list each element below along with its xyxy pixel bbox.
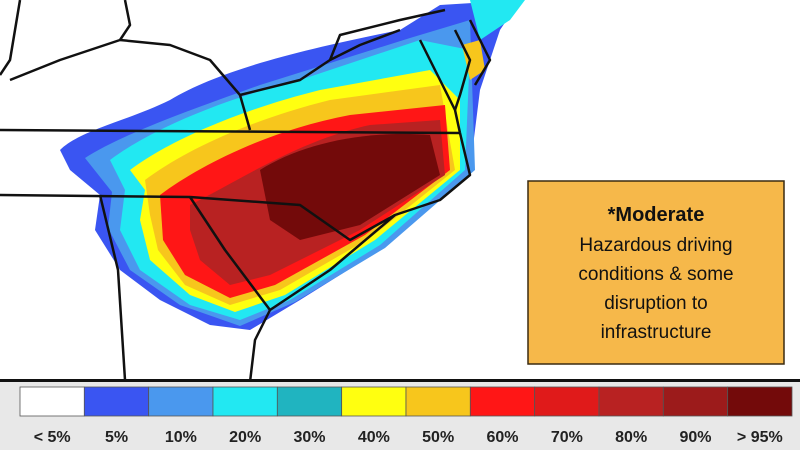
legend-label: 80% xyxy=(615,429,647,446)
legend-label: 90% xyxy=(679,429,711,446)
legend-label: 50% xyxy=(422,429,454,446)
legend-swatch xyxy=(598,386,664,417)
legend-label: 40% xyxy=(358,429,390,446)
legend-divider xyxy=(0,379,800,382)
callout-title: *Moderate xyxy=(608,204,705,226)
legend-swatch xyxy=(469,386,536,417)
state-borders xyxy=(0,0,492,383)
legend-swatch xyxy=(276,386,343,417)
callout-box xyxy=(527,180,785,365)
probability-areas xyxy=(60,0,525,330)
legend-label: 30% xyxy=(293,429,325,446)
callout-line: infrastructure xyxy=(601,322,712,343)
legend-swatch xyxy=(148,386,214,417)
legend-swatch xyxy=(341,386,407,417)
legend-label: 5% xyxy=(105,429,128,446)
callout-line: disruption to xyxy=(604,293,708,314)
legend-label: > 95% xyxy=(737,429,783,446)
legend-label: 60% xyxy=(486,429,518,446)
legend: < 5% 5% 10% 20% 30% 40% 50% 60% 70% 80% 90% > 95% xyxy=(19,386,793,446)
legend-swatch xyxy=(662,386,729,417)
legend-swatch xyxy=(727,386,793,417)
legend-label: 70% xyxy=(551,429,583,446)
legend-label: 10% xyxy=(165,429,197,446)
callout-line: Hazardous driving xyxy=(579,235,732,256)
legend-swatch xyxy=(83,386,150,417)
legend-swatch xyxy=(534,386,600,417)
callout-line: conditions & some xyxy=(578,264,733,285)
legend-swatch xyxy=(212,386,278,417)
legend-label: < 5% xyxy=(34,429,71,446)
legend-label: 20% xyxy=(229,429,261,446)
legend-swatch xyxy=(405,386,471,417)
legend-swatch xyxy=(19,386,85,417)
